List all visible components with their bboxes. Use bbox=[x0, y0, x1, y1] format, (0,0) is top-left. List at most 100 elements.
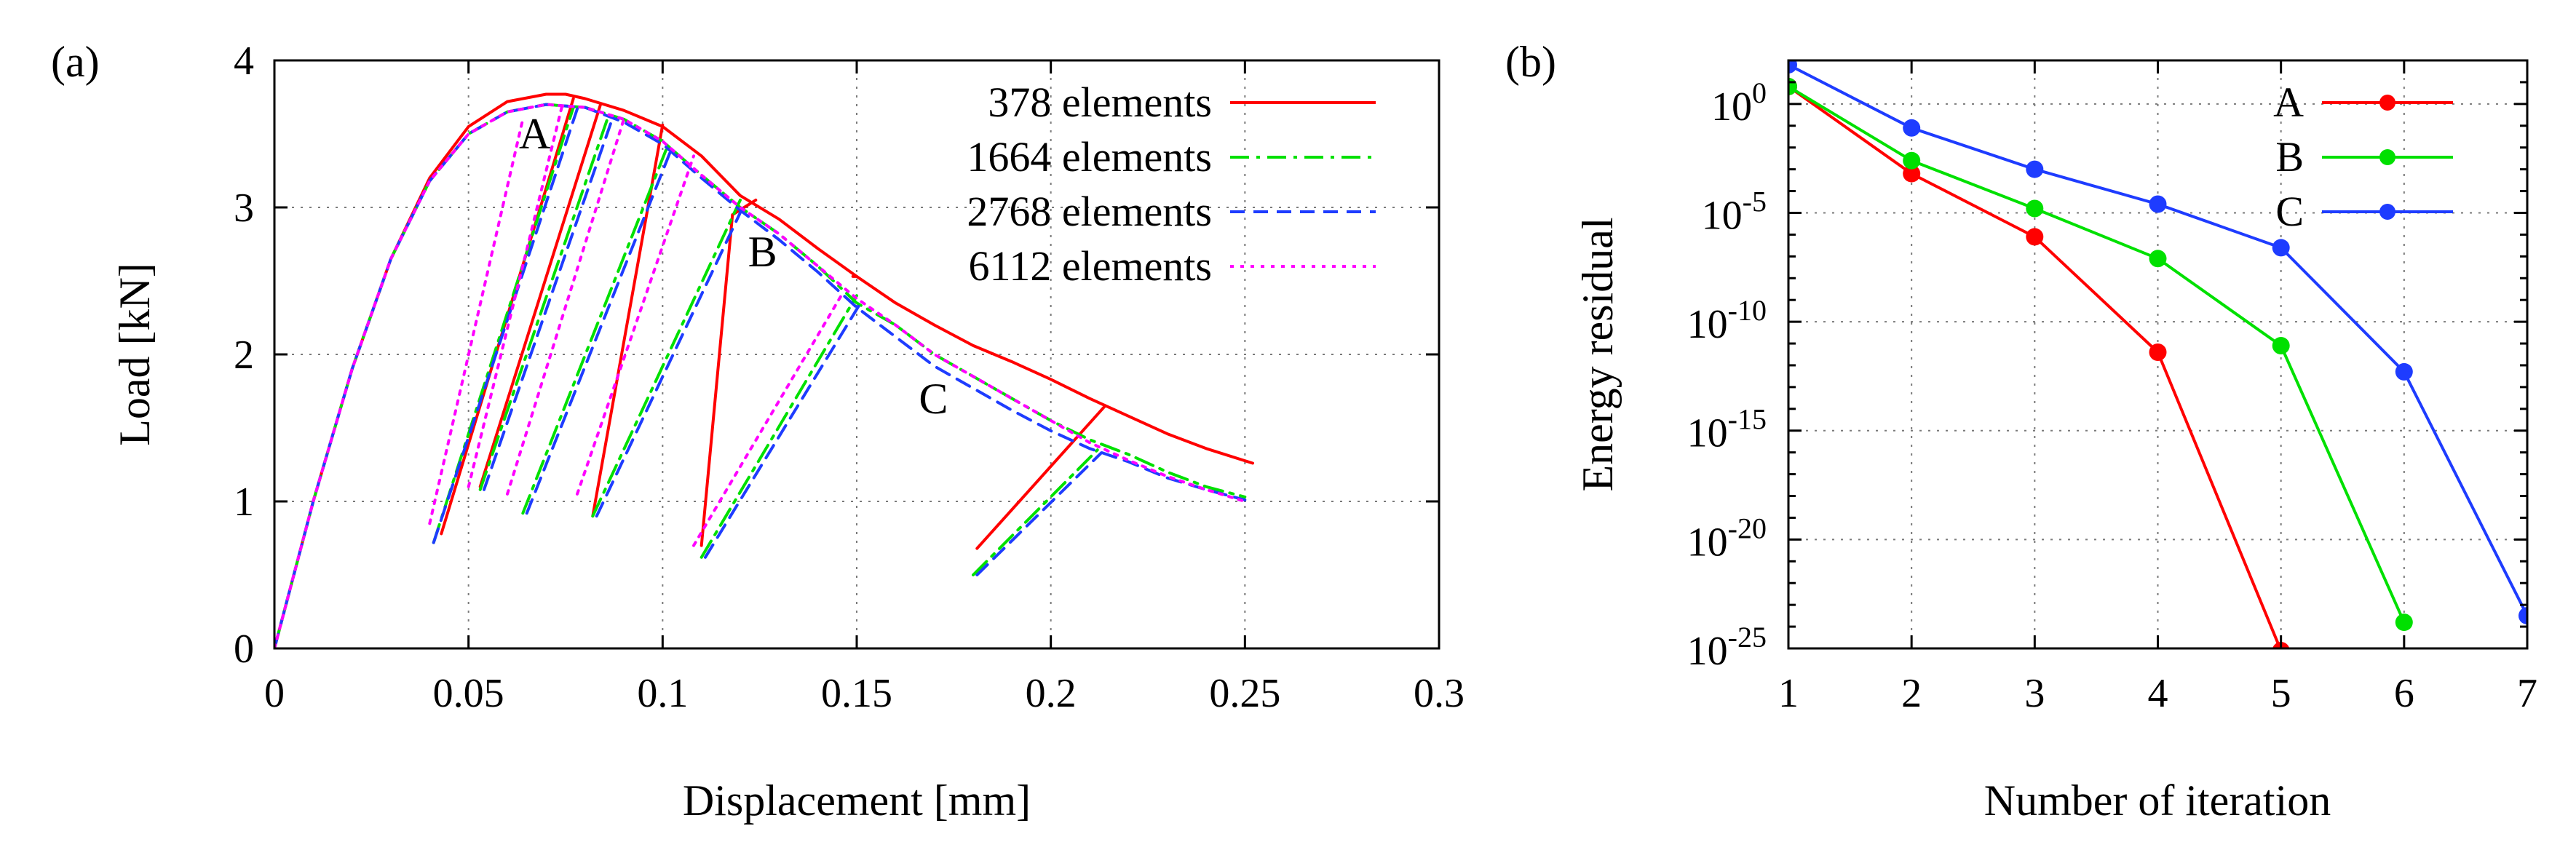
chart-a-envelope-line bbox=[274, 92, 1254, 648]
chart-b-legend-marker-C bbox=[2379, 204, 2395, 220]
chart-b-data-point bbox=[2026, 228, 2044, 246]
chart-a-y-tick-label: 1 bbox=[234, 480, 254, 525]
chart-a-series-1 bbox=[274, 92, 1254, 648]
chart-a-x-tick-label: 0.05 bbox=[433, 671, 504, 716]
chart-b-y-tick-label: 100 bbox=[1711, 76, 1767, 130]
chart-a-series-3 bbox=[274, 103, 1247, 648]
chart-a-legend-label-2768: 2768 elements bbox=[967, 188, 1212, 235]
chart-a-envelope-line bbox=[274, 103, 1247, 648]
chart-a-annotation-A: A bbox=[519, 110, 550, 158]
chart-b-y-tick-label: 10-15 bbox=[1687, 403, 1767, 456]
chart-b-data-point bbox=[2272, 337, 2290, 354]
chart-a-unloading-line bbox=[506, 117, 625, 496]
chart-b-data-point bbox=[1903, 151, 1921, 170]
chart-a-y-tick-label: 3 bbox=[234, 186, 254, 231]
chart-a-annotation-C: C bbox=[919, 375, 948, 423]
chart-b-x-tick-label: 7 bbox=[2517, 671, 2537, 716]
chart-a-tick-labels: 0 0.05 0.1 0.15 0.2 0.25 0.3 0 1 2 3 4 bbox=[234, 39, 1465, 716]
chart-a-x-tick-label: 0.1 bbox=[637, 671, 688, 716]
chart-b-data-point bbox=[2149, 343, 2167, 361]
chart-a-x-axis-label: Displacement [mm] bbox=[683, 776, 1031, 825]
chart-b-series-C bbox=[1788, 60, 2527, 625]
chart-b-series-B bbox=[1788, 77, 2413, 632]
chart-b-x-tick-label: 1 bbox=[1778, 671, 1799, 716]
chart-a-ticks bbox=[273, 59, 1440, 650]
chart-a: 0 0.05 0.1 0.15 0.2 0.25 0.3 0 1 2 3 4 (a) Displace… bbox=[51, 38, 1465, 825]
chart-b-data-point bbox=[2149, 195, 2167, 213]
chart-b-tick-labels: 1 2 3 4 5 6 7 10-25 10-20 10-15 10-10 10-5 100 bbox=[1687, 76, 2537, 716]
chart-a-unloading-line bbox=[704, 301, 863, 559]
chart-a-series-layer bbox=[274, 92, 1254, 648]
chart-b-x-tick-label: 2 bbox=[1901, 671, 1922, 716]
chart-b-panel-label: (b) bbox=[1505, 38, 1556, 86]
chart-a-legend-label-1664: 1664 elements bbox=[967, 133, 1212, 180]
chart-b-legend-marker-A bbox=[2379, 95, 2395, 111]
chart-a-legend-label-378: 378 elements bbox=[988, 79, 1212, 126]
chart-b-y-axis-label: Energy residual bbox=[1574, 217, 1622, 491]
chart-b-x-tick-label: 5 bbox=[2271, 671, 2291, 716]
chart-a-series-2 bbox=[274, 103, 1247, 648]
chart-a-envelope-line bbox=[274, 103, 1247, 648]
chart-a-unloading-line bbox=[972, 448, 1099, 576]
chart-a-x-tick-label: 0.3 bbox=[1414, 671, 1465, 716]
chart-b-legend: A B C bbox=[2273, 79, 2453, 235]
chart-a-unloading-line bbox=[483, 117, 614, 491]
chart-b-data-point bbox=[2518, 607, 2527, 625]
chart-b-y-tick-label: 10-5 bbox=[1702, 185, 1767, 238]
chart-b-data-point bbox=[2272, 239, 2290, 257]
chart-a-unloading-line bbox=[975, 404, 1107, 550]
chart-b: 1 2 3 4 5 6 7 10-25 10-20 10-15 10-10 10-5 100 (b) N… bbox=[1505, 38, 2537, 825]
chart-a-unloading-line bbox=[525, 150, 672, 515]
chart-a-y-tick-label: 4 bbox=[234, 39, 254, 84]
chart-a-unloading-line bbox=[692, 294, 843, 547]
chart-b-y-tick-label: 10-20 bbox=[1687, 512, 1767, 565]
chart-a-panel-label: (a) bbox=[51, 38, 100, 86]
chart-a-annotation-B: B bbox=[748, 228, 777, 276]
chart-b-legend-label-C: C bbox=[2275, 188, 2304, 235]
chart-a-unloading-line bbox=[700, 198, 758, 547]
chart-a-legend-label-6112: 6112 elements bbox=[969, 242, 1213, 290]
chart-a-x-tick-label: 0.2 bbox=[1026, 671, 1077, 716]
chart-b-series-layer bbox=[1788, 60, 2527, 648]
chart-b-y-tick-label: 10-25 bbox=[1687, 621, 1767, 674]
chart-b-data-point bbox=[2149, 250, 2167, 268]
chart-a-y-tick-label: 2 bbox=[234, 333, 254, 378]
chart-a-y-tick-label: 0 bbox=[234, 627, 254, 672]
chart-a-gridlines bbox=[274, 60, 1439, 648]
chart-a-unloading-line bbox=[467, 106, 563, 488]
chart-a-unloading-line bbox=[595, 203, 746, 518]
chart-b-data-point bbox=[1903, 164, 1921, 183]
chart-a-unloading-line bbox=[975, 451, 1103, 576]
chart-a-x-tick-label: 0.15 bbox=[821, 671, 892, 716]
chart-b-gridlines bbox=[1788, 60, 2527, 648]
chart-b-x-tick-label: 4 bbox=[2148, 671, 2168, 716]
chart-b-data-point bbox=[2395, 362, 2413, 381]
chart-b-data-point bbox=[2026, 199, 2044, 218]
chart-a-x-tick-label: 0 bbox=[264, 671, 285, 716]
chart-b-data-point bbox=[1903, 119, 1921, 137]
chart-a-unloading-line bbox=[700, 294, 858, 559]
chart-b-x-axis-label: Number of iteration bbox=[1984, 776, 2331, 825]
chart-b-x-tick-label: 3 bbox=[2024, 671, 2045, 716]
chart-b-data-point bbox=[2395, 613, 2413, 632]
chart-a-series-4 bbox=[274, 103, 1247, 648]
chart-a-legend: 378 elements 1664 elements 2768 elements… bbox=[967, 79, 1376, 290]
chart-a-unloading-line bbox=[478, 103, 602, 488]
chart-b-ticks bbox=[1787, 59, 2529, 650]
chart-b-legend-label-A: A bbox=[2273, 79, 2304, 126]
chart-b-x-tick-label: 6 bbox=[2394, 671, 2414, 716]
chart-a-envelope-line bbox=[274, 103, 1247, 648]
chart-a-unloading-line bbox=[521, 147, 668, 515]
chart-a-x-tick-label: 0.25 bbox=[1209, 671, 1280, 716]
chart-a-unloading-line bbox=[432, 107, 579, 544]
chart-a-y-axis-label: Load [kN] bbox=[111, 263, 159, 446]
chart-a-unloading-line bbox=[576, 154, 695, 496]
chart-b-legend-label-B: B bbox=[2275, 133, 2304, 180]
chart-a-unloading-line bbox=[591, 198, 742, 518]
chart-b-y-tick-label: 10-10 bbox=[1687, 294, 1767, 347]
chart-b-data-point bbox=[1788, 60, 1797, 74]
chart-a-unloading-line bbox=[428, 117, 525, 525]
chart-a-unloading-line bbox=[478, 114, 610, 491]
chart-b-legend-marker-B bbox=[2379, 149, 2395, 165]
